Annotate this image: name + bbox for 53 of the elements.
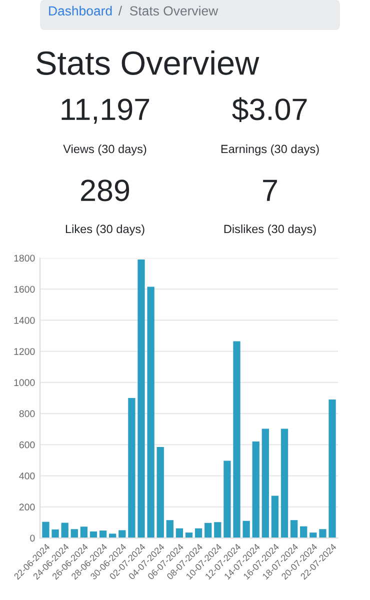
y-tick-label: 600	[19, 441, 35, 448]
bar	[80, 526, 88, 538]
y-tick-label: 1200	[14, 348, 35, 355]
text: $3.07	[232, 97, 307, 122]
y-tick-label: 1000	[14, 379, 35, 386]
bar	[214, 522, 222, 538]
bar	[42, 522, 50, 538]
text: Stats Overview	[130, 6, 218, 16]
text: /	[118, 6, 122, 16]
text: Views (30 days)	[63, 144, 146, 156]
y-tick-label: 400	[19, 472, 35, 480]
text: 7	[263, 180, 277, 201]
bar	[319, 529, 326, 538]
bar	[300, 526, 308, 538]
bar	[128, 398, 136, 538]
y-tick-label: 1600	[14, 286, 35, 293]
bar	[271, 496, 279, 538]
text: 11,197	[62, 98, 150, 124]
bar	[138, 260, 145, 538]
bar	[52, 529, 59, 538]
text: Dislikes (30 days)	[224, 224, 316, 236]
bar	[147, 286, 154, 538]
text: Earnings (30 days)	[221, 144, 319, 156]
bar	[61, 522, 68, 538]
bar	[204, 522, 212, 538]
bar	[310, 532, 317, 538]
text: Stats Overview	[36, 50, 260, 75]
text: Dashboard	[49, 6, 112, 16]
y-tick-label: 1800	[14, 254, 35, 262]
bar	[185, 532, 193, 538]
bar	[328, 400, 336, 538]
bar	[252, 442, 260, 538]
bar	[166, 520, 174, 538]
y-tick-label: 0	[30, 534, 35, 542]
text: Likes (30 days)	[66, 224, 144, 236]
bar	[118, 530, 126, 538]
bar	[90, 531, 98, 538]
bar	[194, 528, 202, 538]
bar	[70, 529, 78, 538]
bar	[280, 428, 288, 538]
y-tick-label: 800	[19, 410, 35, 418]
bar	[109, 534, 116, 538]
bar	[262, 428, 269, 538]
bar	[99, 530, 107, 538]
y-tick-label: 1400	[14, 316, 35, 324]
bar	[176, 528, 184, 538]
bar	[290, 520, 298, 538]
bar	[156, 447, 164, 538]
bar	[242, 520, 250, 538]
bar	[233, 341, 240, 538]
text: 289	[81, 180, 130, 202]
bar	[224, 460, 231, 538]
y-tick-label: 200	[19, 504, 35, 511]
